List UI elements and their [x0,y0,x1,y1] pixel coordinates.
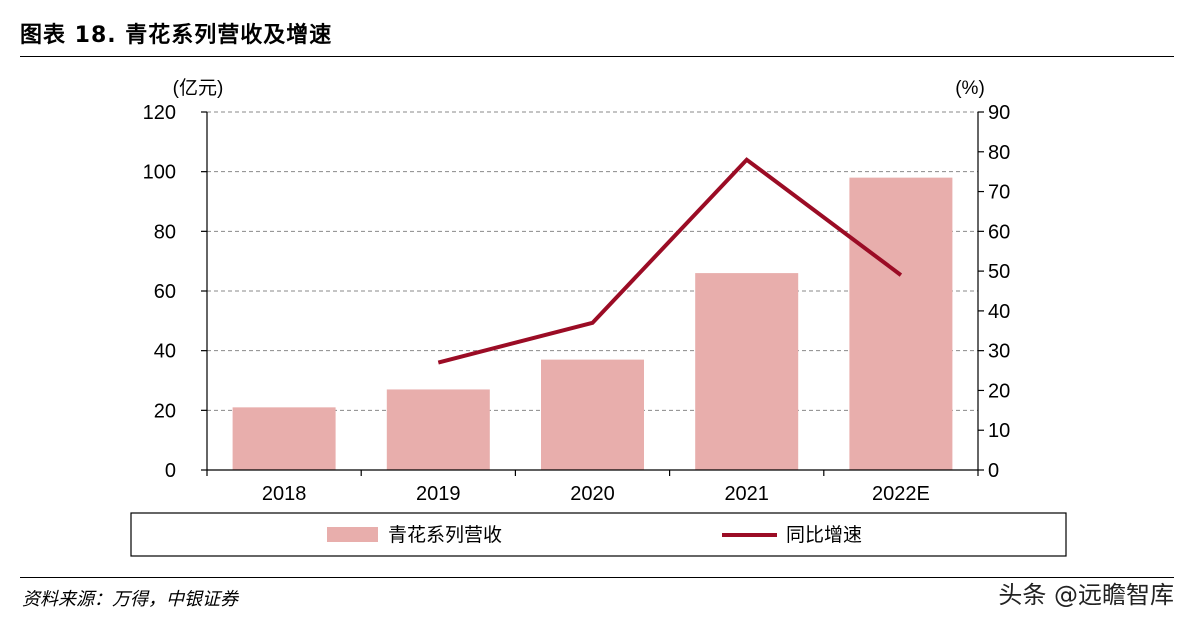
bar [541,359,644,470]
left-axis-unit-label: (亿元) [173,77,224,99]
right-tick-label: 90 [988,102,1010,124]
left-tick-label: 80 [154,221,176,243]
right-tick-label: 60 [988,221,1010,243]
left-tick-label: 100 [143,162,176,184]
legend-swatch-bar [327,527,378,542]
right-tick-label: 50 [988,261,1010,283]
right-tick-label: 80 [988,142,1010,164]
legend-frame [130,512,1067,557]
axes: 0 20 40 60 80 100 120 0 10 20 30 40 50 60 70 80 90 2018 20… [143,102,1011,505]
bar [232,407,336,470]
line-series [437,157,903,365]
right-tick-label: 70 [988,182,1010,204]
x-tick-label: 2022E [872,483,930,505]
right-tick-label: 0 [988,460,999,482]
right-tick-label: 20 [988,380,1010,402]
x-tick-label: 2021 [724,483,769,505]
source-divider [20,577,1174,578]
legend-label-bar: 青花系列营收 [388,524,502,546]
left-tick-label: 40 [154,341,176,363]
bar [849,177,953,470]
left-tick-label: 20 [154,400,176,422]
left-tick-label: 0 [165,460,176,482]
growth-line [437,157,903,365]
watermark: 头条 @远瞻智库 [998,581,1174,609]
legend: 青花系列营收 同比增速 [130,512,1067,557]
bar [386,389,490,470]
left-tick-label: 60 [154,281,176,303]
source-note: 资料来源：万得，中银证券 [22,589,238,610]
right-axis-unit-label: (%) [955,78,985,99]
x-tick-label: 2020 [570,483,615,505]
left-tick-label: 120 [143,102,176,124]
x-tick-label: 2018 [262,483,307,505]
right-tick-label: 10 [988,420,1010,442]
x-tick-label: 2019 [416,483,461,505]
page-title: 图表 18. 青花系列营收及增速 [20,23,333,48]
right-tick-label: 40 [988,301,1010,323]
right-tick-label: 30 [988,341,1010,363]
title-divider [20,56,1174,57]
legend-label-line: 同比增速 [786,524,862,546]
bar [695,273,799,470]
bar-series [232,177,953,470]
